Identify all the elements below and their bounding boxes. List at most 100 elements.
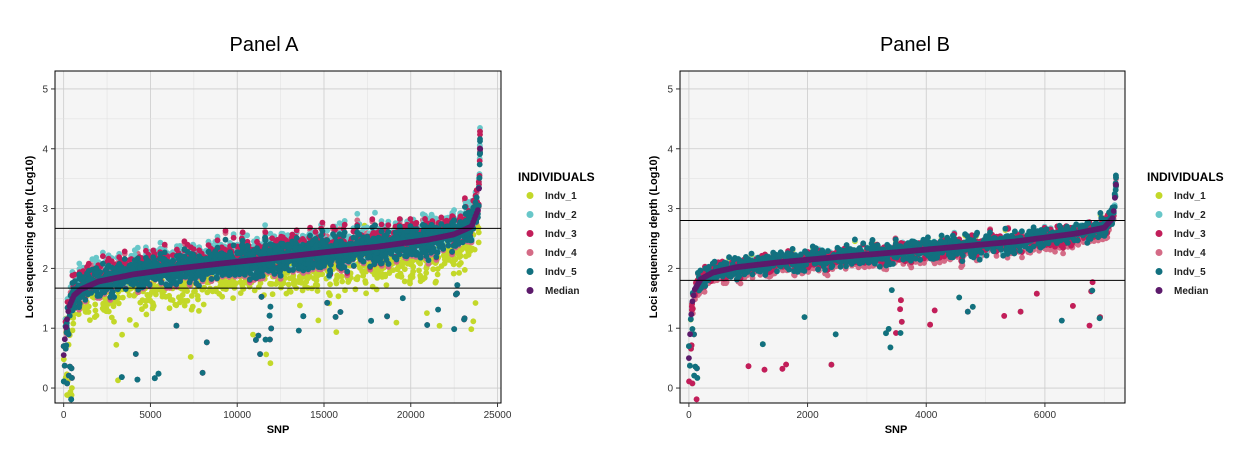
point-indv_1 xyxy=(379,271,385,277)
point-indv_3 xyxy=(385,222,391,228)
point-indv_1 xyxy=(94,313,100,319)
point-indv_1 xyxy=(92,302,98,308)
point-indv_3 xyxy=(307,225,313,231)
point-indv_3 xyxy=(263,230,269,236)
point-indv_1 xyxy=(297,303,303,309)
point-indv_1 xyxy=(188,354,194,360)
panel-a-title: Panel A xyxy=(230,34,300,56)
point-indv_1 xyxy=(86,304,92,310)
point-indv_1 xyxy=(473,300,479,306)
point-indv_3 xyxy=(106,256,112,262)
point-indv_1 xyxy=(416,268,422,274)
point-indv_1 xyxy=(241,286,247,292)
point-indv_1 xyxy=(139,306,145,312)
point-indv_3 xyxy=(320,220,326,226)
point-indv_1 xyxy=(127,292,133,298)
point-indv_1 xyxy=(270,291,276,297)
point-indv_2 xyxy=(451,207,457,213)
point-indv_1 xyxy=(250,332,256,338)
point-indv_1 xyxy=(185,298,191,304)
point-indv_3 xyxy=(462,195,468,201)
point-indv_1 xyxy=(120,295,126,301)
point-indv_1 xyxy=(353,276,359,282)
point-indv_2 xyxy=(337,220,343,226)
point-indv_1 xyxy=(334,281,340,287)
point-indv_1 xyxy=(160,294,166,300)
point-indv_1 xyxy=(109,315,115,321)
point-indv_1 xyxy=(286,282,292,288)
point-indv_1 xyxy=(476,240,482,246)
point-indv_1 xyxy=(93,308,99,314)
point-indv_1 xyxy=(268,360,274,366)
point-indv_1 xyxy=(167,305,173,311)
point-indv_1 xyxy=(263,352,269,358)
point-indv_1 xyxy=(292,280,298,286)
point-indv_3 xyxy=(215,237,221,243)
point-indv_1 xyxy=(137,300,143,306)
point-indv_1 xyxy=(433,280,439,286)
point-indv_1 xyxy=(374,287,380,293)
point-indv_3 xyxy=(397,216,403,222)
point-indv_1 xyxy=(353,286,359,292)
point-indv_1 xyxy=(456,270,462,276)
point-indv_1 xyxy=(230,282,236,288)
point-indv_1 xyxy=(470,318,476,324)
point-indv_1 xyxy=(451,271,457,277)
point-indv_1 xyxy=(430,266,436,272)
point-indv_1 xyxy=(439,263,445,269)
point-indv_1 xyxy=(435,272,441,278)
point-indv_1 xyxy=(399,273,405,279)
point-indv_1 xyxy=(147,292,153,298)
point-indv_1 xyxy=(119,332,125,338)
point-indv_1 xyxy=(153,284,159,290)
point-indv_1 xyxy=(373,271,379,277)
point-indv_1 xyxy=(69,385,75,391)
point-indv_2 xyxy=(372,210,378,216)
point-indv_3 xyxy=(379,222,385,228)
point-indv_3 xyxy=(458,213,464,219)
point-indv_2 xyxy=(76,261,82,267)
point-indv_1 xyxy=(468,326,474,332)
point-indv_1 xyxy=(327,292,333,298)
point-indv_1 xyxy=(144,312,150,318)
point-indv_1 xyxy=(362,278,368,284)
point-indv_1 xyxy=(417,273,423,279)
point-indv_1 xyxy=(410,274,416,280)
point-indv_1 xyxy=(190,304,196,310)
point-indv_1 xyxy=(113,342,119,348)
point-indv_1 xyxy=(210,288,216,294)
point-indv_3 xyxy=(162,242,168,248)
point-indv_1 xyxy=(327,281,333,287)
point-indv_5 xyxy=(400,295,406,301)
point-indv_1 xyxy=(267,281,273,287)
point-indv_1 xyxy=(196,308,202,314)
point-indv_1 xyxy=(151,303,157,309)
point-indv_3 xyxy=(313,229,319,235)
point-indv_1 xyxy=(313,282,319,288)
point-indv_1 xyxy=(456,262,462,268)
point-indv_1 xyxy=(201,285,207,291)
point-indv_1 xyxy=(127,317,133,323)
point-indv_1 xyxy=(336,293,342,299)
point-indv_1 xyxy=(201,302,207,308)
point-indv_1 xyxy=(437,323,443,329)
point-indv_3 xyxy=(116,254,122,260)
point-indv_1 xyxy=(418,278,424,284)
point-indv_1 xyxy=(470,246,476,252)
point-indv_1 xyxy=(451,261,457,267)
point-indv_2 xyxy=(364,225,370,231)
point-indv_3 xyxy=(231,235,237,241)
point-indv_1 xyxy=(103,308,109,314)
point-indv_2 xyxy=(135,245,141,251)
point-indv_3 xyxy=(369,216,375,222)
point-indv_1 xyxy=(384,282,390,288)
point-indv_1 xyxy=(394,320,400,326)
point-indv_3 xyxy=(70,273,76,279)
point-indv_1 xyxy=(463,253,469,259)
point-indv_3 xyxy=(182,238,188,244)
point-indv_1 xyxy=(70,321,76,327)
point-indv_1 xyxy=(86,309,92,315)
point-indv_1 xyxy=(363,290,369,296)
point-indv_3 xyxy=(122,249,128,255)
